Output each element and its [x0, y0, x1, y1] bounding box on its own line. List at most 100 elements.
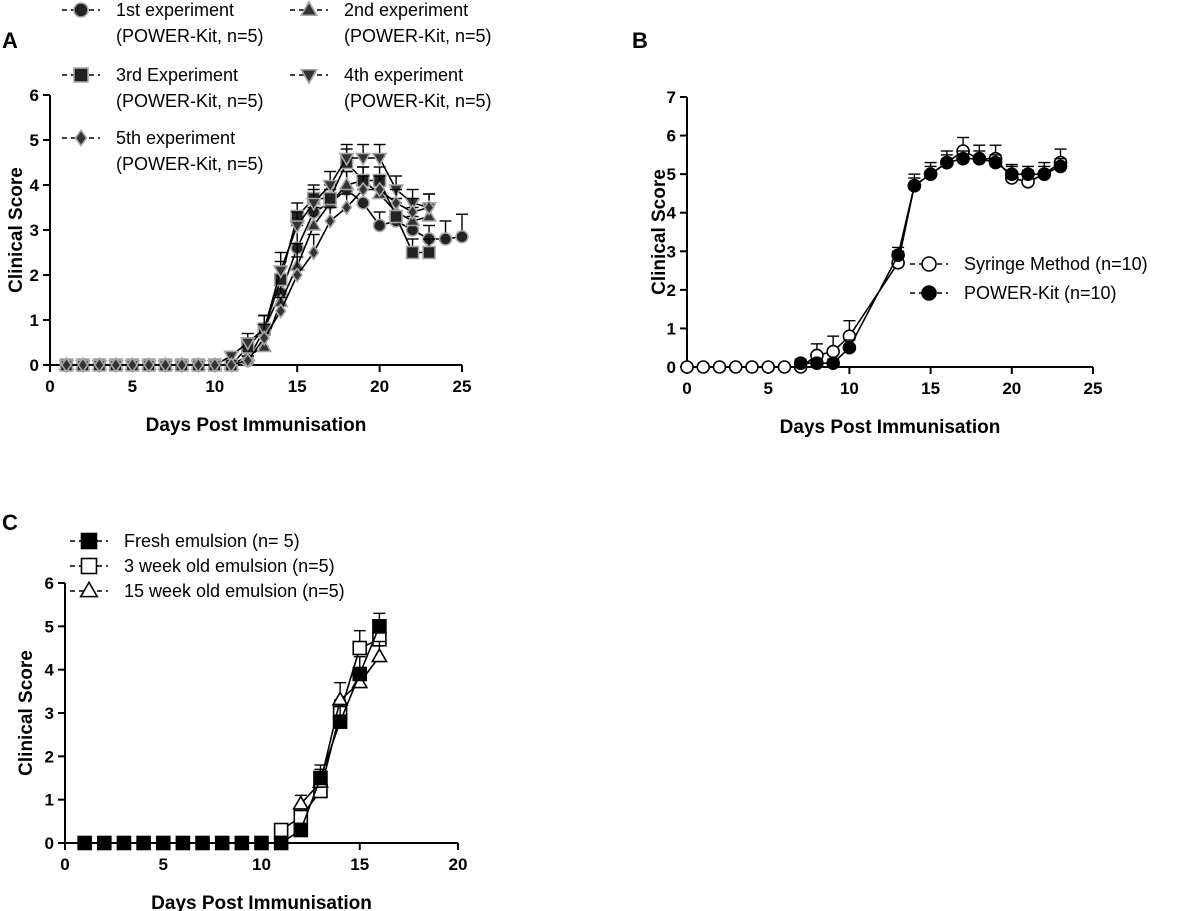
data-point: [289, 220, 306, 234]
data-point: [680, 360, 694, 374]
panel-a-chart: 0 1 2 3 4 5 6 0 5 10 15 20 25 Days Post Immunisation C…: [6, 0, 492, 436]
data-point: [1053, 159, 1068, 174]
data-point: [332, 714, 348, 729]
legend-entry: 3 week old emulsion (n=5): [70, 556, 335, 576]
x-tick-label: 20: [449, 855, 468, 874]
series-line: [300, 656, 381, 805]
data-point: [423, 199, 435, 216]
data-point: [176, 357, 188, 373]
legend-entry: 4th experiment (POWER-Kit, n=5): [290, 65, 492, 111]
data-point: [826, 344, 840, 359]
y-tick-label: 5: [30, 131, 39, 150]
data-point: [761, 360, 776, 374]
legend-marker: [79, 580, 99, 598]
panel-letter-b: B: [632, 28, 648, 53]
x-tick-label: 15: [350, 855, 369, 874]
data-point: [93, 357, 106, 373]
data-point: [293, 822, 309, 838]
data-point: [352, 640, 368, 656]
legend-label: 2nd experiment: [344, 0, 468, 20]
x-tick-label: 15: [288, 377, 307, 396]
x-tick-label: 10: [840, 379, 859, 398]
series-3-week-old-emulsion-n-5: [273, 625, 387, 838]
y-tick-label: 0: [667, 358, 676, 377]
x-tick-label: 5: [159, 855, 168, 874]
legend-label: 3 week old emulsion (n=5): [124, 556, 335, 576]
data-point: [712, 360, 727, 374]
data-point: [1021, 167, 1035, 181]
legend-label: Fresh emulsion (n= 5): [124, 531, 300, 551]
data-point: [389, 209, 403, 224]
data-point: [313, 770, 328, 786]
data-point: [455, 229, 469, 244]
legend-marker: [73, 67, 89, 83]
y-tick-label: 2: [30, 266, 39, 285]
data-point: [372, 619, 387, 634]
y-tick-label: 2: [667, 281, 676, 300]
data-point: [370, 647, 388, 663]
y-tick-label: 1: [667, 319, 676, 338]
data-point: [97, 835, 112, 851]
y-tick-label: 3: [45, 704, 54, 723]
y-tick-label: 0: [30, 356, 39, 375]
data-point: [371, 152, 388, 167]
data-point: [352, 666, 368, 682]
x-tick-label: 0: [682, 379, 691, 398]
y-tick-label: 4: [30, 176, 40, 195]
data-point: [175, 835, 191, 851]
data-point: [357, 181, 369, 198]
data-point: [274, 303, 287, 319]
data-point: [292, 794, 310, 810]
legend-label: 1st experiment: [116, 0, 234, 20]
y-tick-label: 4: [667, 204, 677, 223]
y-tick-label: 0: [45, 834, 54, 853]
legend-marker: [80, 532, 98, 550]
legend-marker: [921, 256, 937, 272]
data-point: [60, 357, 73, 373]
data-point: [214, 835, 230, 851]
series-line: [84, 626, 381, 844]
y-tick-label: 1: [45, 791, 54, 810]
legend-entry: Fresh emulsion (n= 5): [70, 531, 300, 551]
data-point: [307, 244, 320, 261]
y-tick-label: 5: [667, 165, 676, 184]
data-point: [234, 835, 250, 851]
data-point: [988, 155, 1003, 170]
y-tick-label: 5: [45, 617, 54, 636]
legend-label: POWER-Kit (n=10): [964, 283, 1117, 303]
data-point: [745, 360, 759, 374]
data-point: [406, 204, 419, 220]
data-point: [373, 181, 386, 198]
data-point: [338, 176, 355, 191]
legend-marker: [921, 285, 937, 301]
legend-sublabel: (POWER-Kit, n=5): [116, 154, 264, 174]
y-tick-label: 1: [30, 311, 39, 330]
data-point: [891, 248, 905, 262]
x-tick-label: 10: [252, 855, 271, 874]
legend-entry: 5th experiment (POWER-Kit, n=5): [62, 128, 264, 174]
legend-label: 5th experiment: [116, 128, 235, 148]
legend-entry: 3rd Experiment (POWER-Kit, n=5): [62, 65, 264, 111]
data-point: [192, 357, 205, 373]
data-point: [241, 352, 254, 369]
data-point: [355, 152, 372, 167]
data-point: [77, 835, 92, 851]
data-point: [323, 191, 337, 206]
data-point: [110, 357, 122, 373]
legend-sublabel: (POWER-Kit, n=5): [344, 91, 492, 111]
y-tick-label: 6: [45, 574, 54, 593]
x-tick-label: 5: [128, 377, 137, 396]
data-point: [422, 245, 436, 260]
y-tick-label: 4: [45, 661, 55, 680]
x-axis-title: Days Post Immunisation: [151, 893, 372, 911]
series-power-kit-n-10: [793, 150, 1068, 370]
data-point: [143, 357, 155, 373]
x-tick-label: 0: [45, 377, 54, 396]
data-point: [810, 356, 824, 370]
legend-label: 4th experiment: [344, 65, 463, 85]
data-point: [272, 265, 289, 279]
data-point: [77, 357, 89, 373]
x-tick-label: 20: [370, 377, 389, 396]
legend-entry: 2nd experiment (POWER-Kit, n=5): [290, 0, 492, 46]
data-point: [324, 213, 336, 229]
